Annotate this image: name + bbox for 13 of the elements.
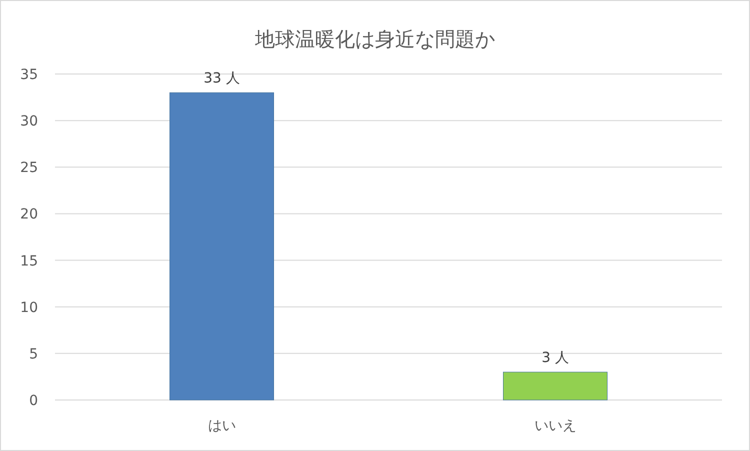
- chart-title: 地球温暖化は身近な問題か: [254, 27, 495, 51]
- y-tick-label: 25: [20, 160, 38, 176]
- y-tick-label: 15: [20, 253, 38, 270]
- y-tick-label: 35: [20, 67, 38, 83]
- data-label: 33 人: [204, 70, 240, 87]
- x-tick-label: はい: [208, 418, 236, 434]
- y-tick-label: 20: [20, 206, 38, 223]
- y-tick-label: 5: [29, 346, 38, 362]
- x-tick-label: いいえ: [534, 418, 576, 434]
- y-tick-label: 0: [29, 393, 38, 409]
- data-label: 3 人: [542, 350, 569, 366]
- y-tick-label: 10: [20, 300, 38, 316]
- y-tick-label: 30: [20, 114, 38, 130]
